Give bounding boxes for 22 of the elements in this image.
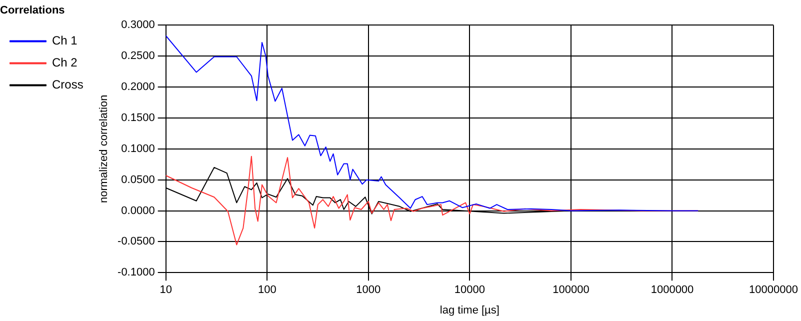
- y-tick-label: 0.3000: [121, 19, 155, 32]
- text: Correlations: [0, 4, 65, 17]
- x-tick-label: 10: [160, 284, 172, 296]
- y-tick-label: -0.0500: [118, 236, 155, 248]
- y-tick-label: 0.1000: [121, 142, 155, 155]
- y-tick-label: 0.2000: [121, 81, 155, 94]
- y-tick-label: 0.0500: [121, 174, 155, 186]
- y-tick-label: -0.1000: [118, 266, 155, 279]
- x-tick-label: 1000000: [650, 284, 694, 296]
- x-tick-label: 10000000: [749, 284, 798, 296]
- y-tick-label: 0.2500: [121, 50, 155, 62]
- y-tick-label: 0.0000: [121, 204, 155, 217]
- legend-label: Ch 1: [52, 34, 78, 48]
- x-tick-label: 100000: [552, 284, 590, 296]
- x-tick-label: 100: [258, 284, 276, 296]
- x-tick-label: 1000: [356, 284, 381, 296]
- y-tick-label: 0.1500: [121, 112, 155, 124]
- x-tick-label: 10000: [454, 284, 485, 296]
- legend-label: Ch 2: [52, 56, 78, 70]
- y-axis-title: normalized correlation: [98, 94, 110, 204]
- x-axis-title: lag time [µs]: [440, 304, 500, 316]
- legend-label: Cross: [52, 78, 84, 92]
